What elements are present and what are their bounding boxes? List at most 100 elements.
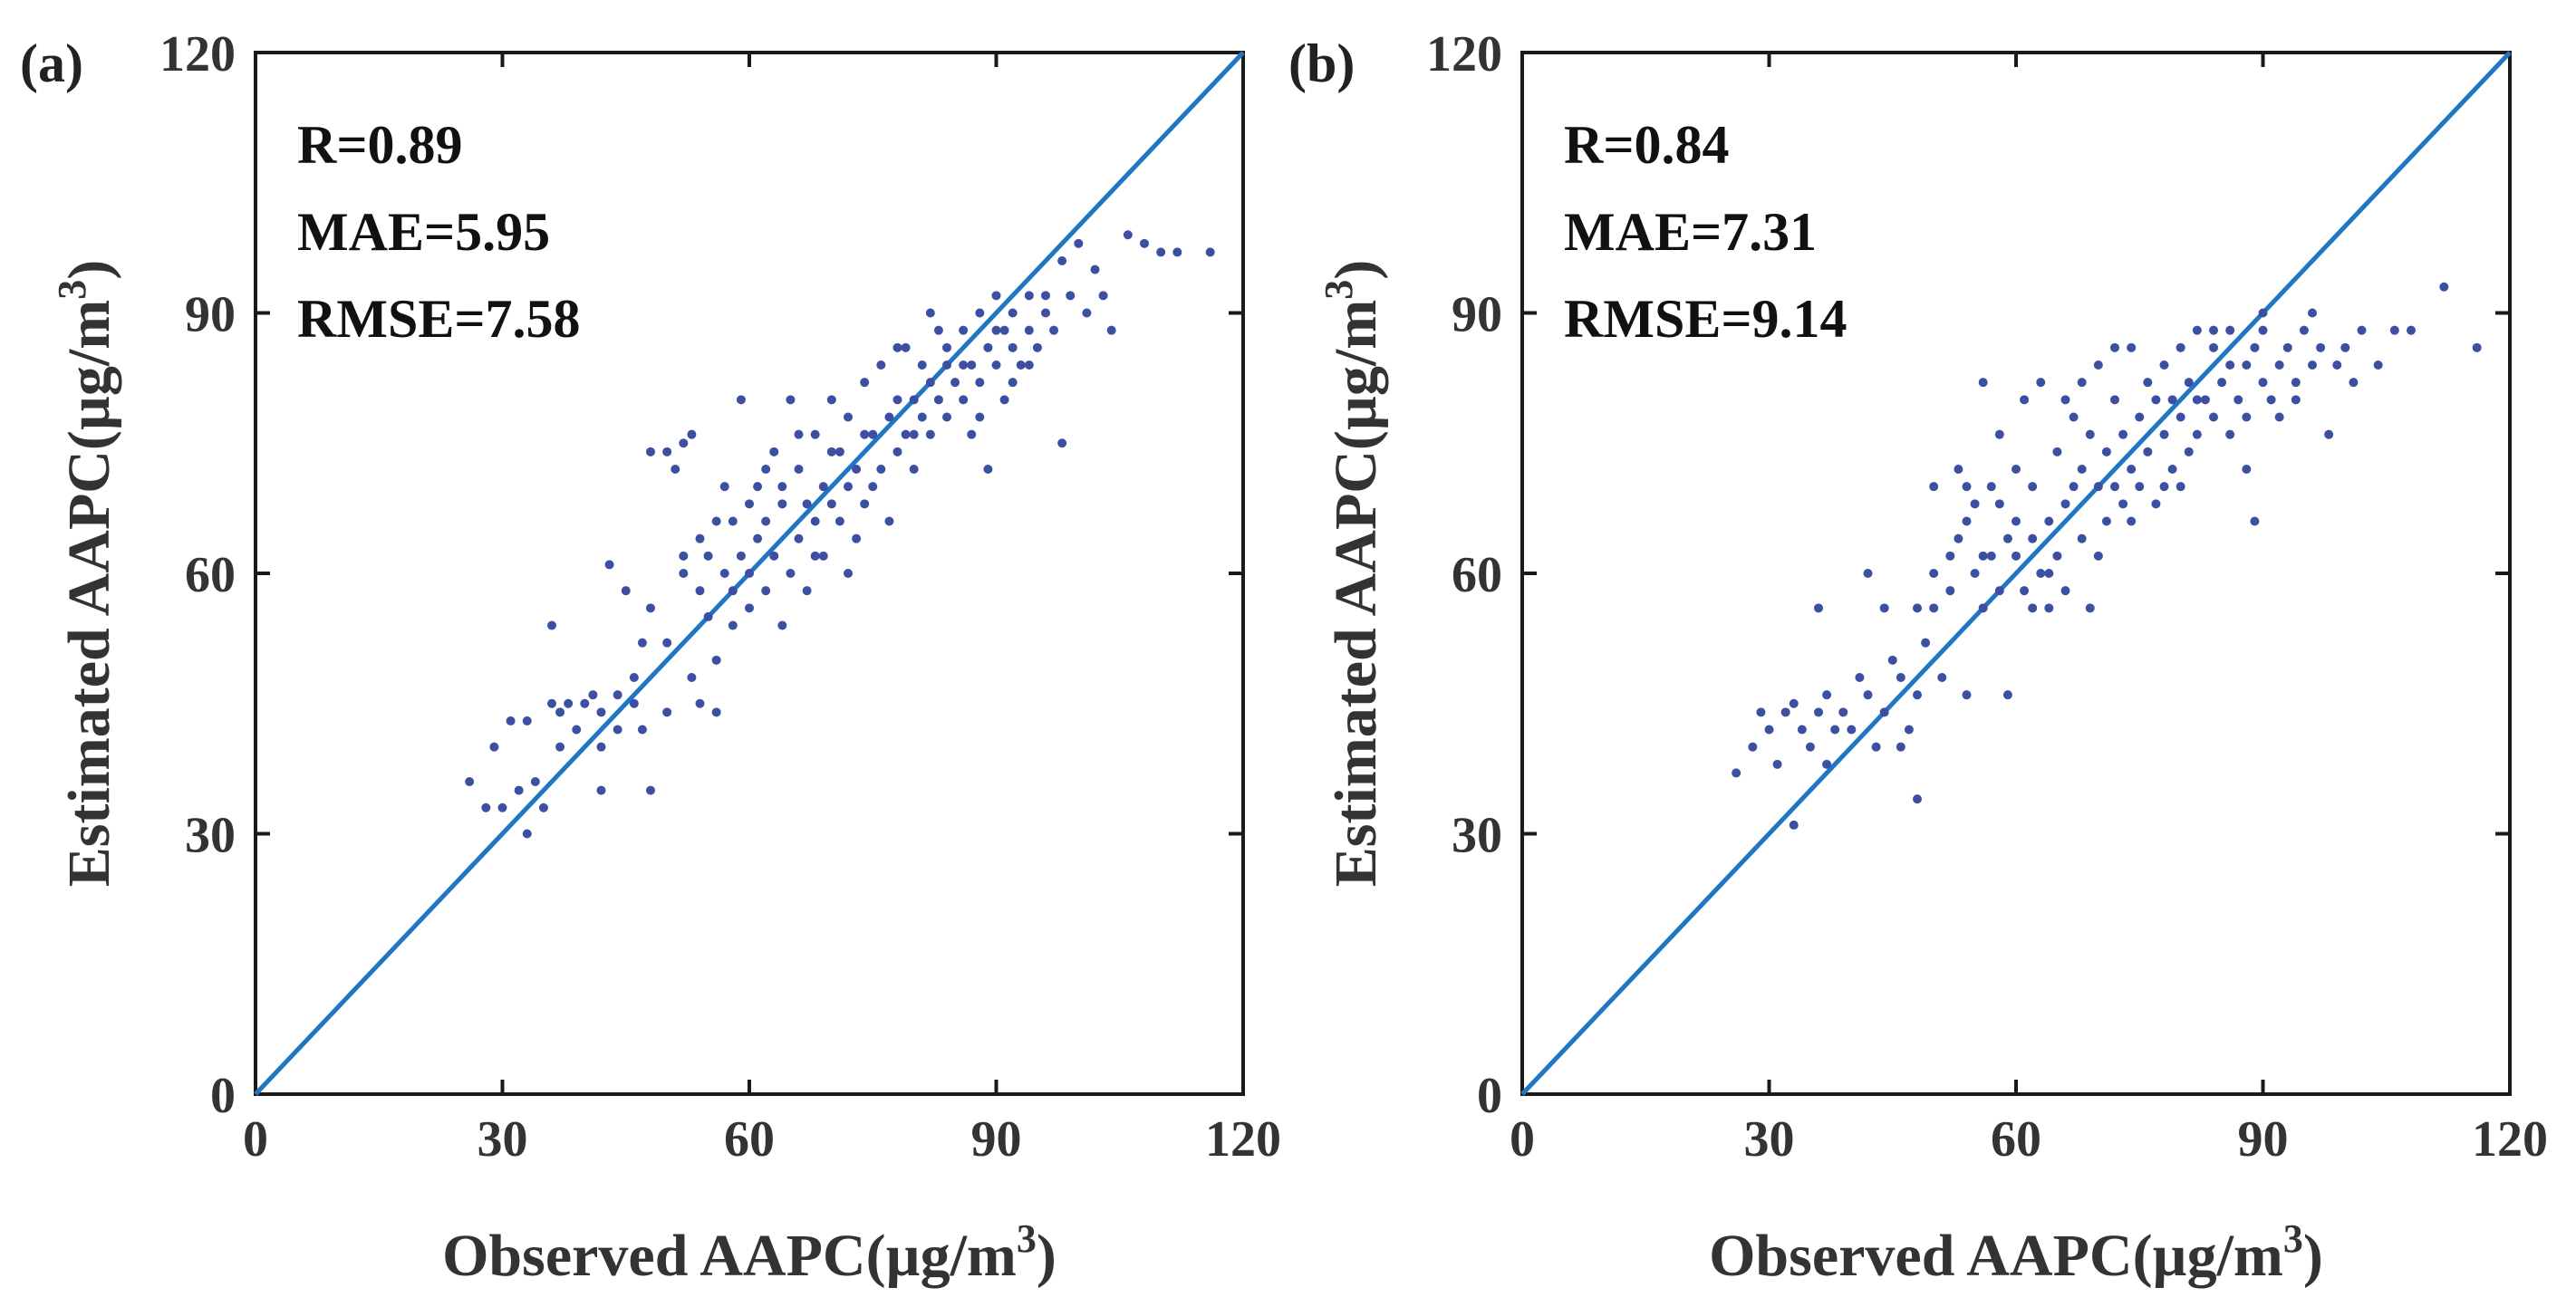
data-point-a-88 xyxy=(901,342,911,352)
data-point-a-27 xyxy=(637,725,647,735)
data-point-a-43 xyxy=(719,569,729,578)
data-point-a-46 xyxy=(728,516,738,526)
y-tick-label-30-b: 30 xyxy=(1452,808,1502,864)
data-point-b-67 xyxy=(2093,360,2103,370)
data-point-a-129 xyxy=(1140,238,1149,248)
data-point-a-130 xyxy=(1156,247,1166,257)
data-point-b-110 xyxy=(2308,360,2317,370)
data-point-a-68 xyxy=(818,482,828,492)
x-axis-title-end-a: ) xyxy=(1037,1223,1056,1289)
data-point-b-105 xyxy=(2266,395,2276,405)
y-axis-title-text-b: Estimated AAPC(µg/m xyxy=(1323,300,1389,887)
data-point-b-127 xyxy=(2093,551,2103,561)
data-point-a-34 xyxy=(679,569,689,578)
data-point-b-108 xyxy=(2291,378,2301,388)
y-tick-label-120-a: 120 xyxy=(159,26,236,82)
x-axis-title-end-b: ) xyxy=(2303,1223,2323,1289)
data-point-b-31 xyxy=(1945,551,1955,561)
data-point-b-106 xyxy=(2274,360,2284,370)
data-point-a-3 xyxy=(497,802,507,812)
data-point-a-149 xyxy=(909,429,919,439)
data-point-b-23 xyxy=(1896,673,1905,682)
data-point-b-47 xyxy=(2012,465,2021,474)
data-point-b-113 xyxy=(2332,360,2342,370)
data-point-a-102 xyxy=(967,429,977,439)
x-tick-label-30-a: 30 xyxy=(478,1111,528,1168)
data-point-b-7 xyxy=(1789,698,1799,708)
data-point-a-107 xyxy=(983,465,993,474)
x-axis-title-a: Observed AAPC(µg/m3) xyxy=(442,1216,1056,1289)
data-point-a-151 xyxy=(942,342,951,352)
data-point-a-41 xyxy=(711,516,721,526)
data-point-a-55 xyxy=(769,551,779,561)
data-point-a-147 xyxy=(629,673,639,682)
data-point-a-52 xyxy=(753,482,763,492)
tick-marks-a xyxy=(254,51,1245,1096)
data-point-a-108 xyxy=(991,360,1001,370)
data-point-a-29 xyxy=(646,785,655,795)
data-point-a-37 xyxy=(695,533,705,543)
data-point-b-135 xyxy=(1913,690,1922,700)
data-point-b-131 xyxy=(1978,551,1988,561)
x-tick-labels-a: 0 30 60 90 120 xyxy=(243,1111,1281,1168)
data-point-a-136 xyxy=(826,447,836,456)
data-point-a-28 xyxy=(646,447,655,456)
data-point-a-142 xyxy=(711,655,721,665)
data-point-a-126 xyxy=(1098,291,1108,301)
data-point-b-84 xyxy=(2167,465,2177,474)
data-point-a-138 xyxy=(860,429,870,439)
data-point-b-143 xyxy=(2242,412,2252,422)
data-point-a-42 xyxy=(711,707,721,717)
data-point-b-27 xyxy=(1921,638,1931,648)
data-point-b-98 xyxy=(2233,395,2243,405)
data-point-b-39 xyxy=(1978,378,1988,388)
data-point-b-8 xyxy=(1797,725,1807,735)
data-point-b-45 xyxy=(2002,690,2012,700)
data-point-a-153 xyxy=(975,412,985,422)
data-point-b-56 xyxy=(2052,551,2062,561)
stat-rmse-b: RMSE=9.14 xyxy=(1564,289,1848,349)
data-point-b-85 xyxy=(2167,395,2177,405)
x-tick-label-90-b: 90 xyxy=(2238,1111,2289,1168)
data-point-b-91 xyxy=(2192,325,2202,335)
y-axis-title-sup-a: 3 xyxy=(50,280,94,300)
data-point-b-87 xyxy=(2176,342,2185,352)
data-point-b-77 xyxy=(2135,412,2145,422)
data-point-b-60 xyxy=(2069,482,2079,492)
data-point-a-132 xyxy=(1205,247,1215,257)
data-point-a-51 xyxy=(753,533,763,543)
data-point-b-14 xyxy=(1830,725,1840,735)
data-point-a-110 xyxy=(999,395,1009,405)
data-point-b-51 xyxy=(2028,482,2038,492)
data-point-b-57 xyxy=(2052,447,2062,456)
data-point-a-119 xyxy=(1049,325,1059,335)
data-point-b-49 xyxy=(2020,395,2030,405)
x-axis-title-sup-b: 3 xyxy=(2283,1216,2303,1261)
data-point-b-115 xyxy=(2349,378,2359,388)
y-axis-title-end-b: ) xyxy=(1323,260,1389,280)
data-point-a-61 xyxy=(794,533,804,543)
data-point-a-122 xyxy=(1066,291,1076,301)
data-point-b-74 xyxy=(2127,465,2137,474)
data-point-b-48 xyxy=(2020,586,2030,596)
data-point-b-134 xyxy=(1929,569,1939,578)
y-axis-title-sup-b: 3 xyxy=(1317,280,1361,300)
data-point-b-104 xyxy=(2258,325,2268,335)
data-point-a-40 xyxy=(703,611,713,621)
data-point-a-56 xyxy=(769,447,779,456)
x-tick-label-120-a: 120 xyxy=(1205,1111,1281,1168)
data-point-a-137 xyxy=(844,569,853,578)
data-point-b-61 xyxy=(2069,412,2079,422)
data-point-b-111 xyxy=(2316,342,2326,352)
data-point-a-31 xyxy=(662,707,672,717)
data-point-b-20 xyxy=(1871,742,1881,752)
data-point-a-21 xyxy=(604,560,614,570)
data-point-a-71 xyxy=(835,516,844,526)
data-point-a-1 xyxy=(481,802,491,812)
data-point-b-1 xyxy=(1748,742,1758,752)
data-point-b-101 xyxy=(2250,342,2260,352)
data-point-b-136 xyxy=(1896,742,1905,752)
data-point-a-123 xyxy=(1074,238,1084,248)
data-point-a-95 xyxy=(933,395,943,405)
data-point-b-65 xyxy=(2085,603,2095,613)
